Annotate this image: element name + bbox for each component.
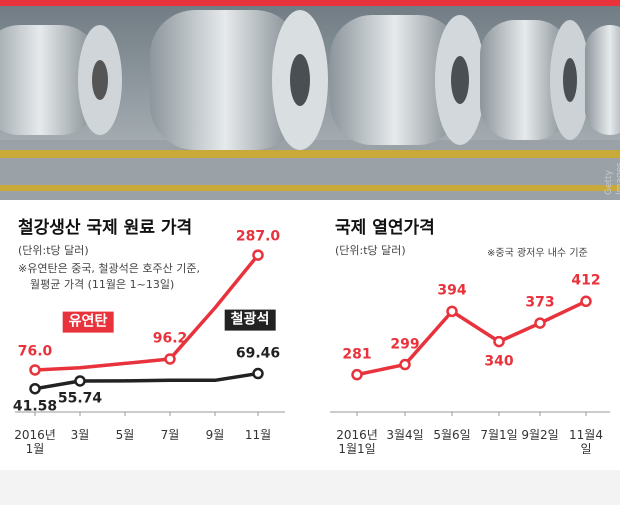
chart-note: ※중국 광저우 내수 기준 (487, 248, 588, 259)
data-label: 412 (571, 272, 601, 289)
data-point (534, 317, 546, 329)
data-label: 281 (342, 346, 372, 363)
legend-label: 철광석 (224, 309, 276, 331)
data-label: 76.0 (17, 343, 53, 360)
data-point (493, 335, 505, 348)
data-point (399, 358, 411, 371)
footer-band (0, 470, 620, 505)
chart-title: 철강생산 국제 원료 가격 (18, 218, 193, 238)
data-label: 55.74 (57, 390, 103, 407)
data-point (351, 368, 363, 381)
x-tick-label: 5월6일 (433, 428, 471, 442)
chart-subtitle: (단위:t당 달러) (335, 244, 406, 257)
legend-label: 유연탄 (62, 311, 114, 333)
data-point (252, 249, 264, 261)
data-point (164, 353, 176, 365)
data-point (580, 295, 592, 308)
data-point (252, 367, 264, 380)
data-point (29, 364, 41, 376)
data-label: 69.46 (235, 345, 281, 362)
x-tick-label: 2016년 1월1일 (336, 428, 378, 457)
x-tick-label: 11월 (244, 428, 272, 442)
x-tick-label: 11월4일 (569, 428, 603, 457)
x-tick-label: 7월1일 (480, 428, 518, 442)
data-label: 394 (437, 282, 467, 299)
data-label: 340 (484, 353, 514, 370)
x-tick-label: 7월 (160, 428, 180, 442)
chart-note: 월평균 가격 (11월은 1~13일) (30, 278, 175, 291)
photo (0, 0, 620, 200)
photo-credit: Getty Images Bank (604, 162, 620, 195)
data-label: 287.0 (235, 228, 281, 245)
chart-title: 국제 열연가격 (335, 218, 435, 238)
x-tick-label: 3월 (70, 428, 90, 442)
x-tick-label: 9월2일 (521, 428, 559, 442)
data-label: 41.58 (12, 398, 58, 415)
chart-note: ※유연탄은 중국, 철광석은 호주산 기준, (18, 262, 200, 275)
data-label: 299 (390, 336, 420, 353)
series-line (34, 371, 259, 391)
data-point (29, 382, 41, 395)
x-tick-label: 2016년 1월 (14, 428, 56, 457)
data-point (74, 375, 86, 387)
x-tick-label: 5월 (115, 428, 135, 442)
data-label: 96.2 (152, 330, 188, 347)
series-line (34, 253, 260, 372)
x-tick-label: 3월4일 (386, 428, 424, 442)
x-tick-label: 9월 (205, 428, 225, 442)
series-line (356, 299, 587, 377)
data-point (446, 305, 458, 318)
data-label: 373 (525, 294, 555, 311)
chart-subtitle: (단위:t당 달러) (18, 244, 89, 257)
